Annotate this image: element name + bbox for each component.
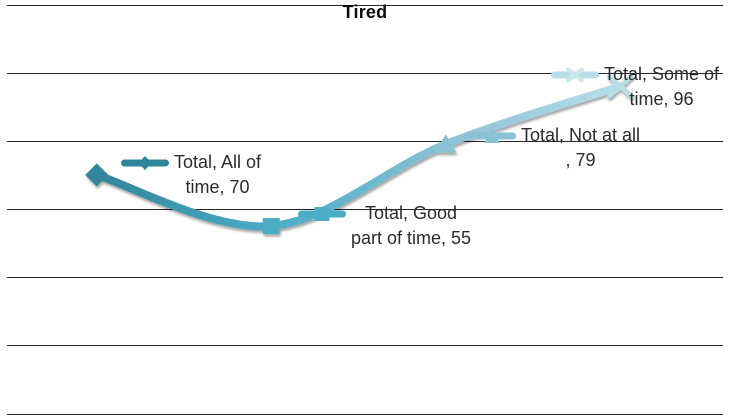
data-label-line2: time, 70 [185,177,250,197]
marker-diamond [85,163,109,187]
data-label-line2: , 79 [565,150,596,170]
line-segment [92,170,276,231]
data-label-line1: Total, Good [365,203,458,223]
legend-key-x-icon [551,67,599,83]
legend-key-square-icon [298,206,346,222]
data-label-good-part-of-time: Total, Good part of time, 55 [298,201,471,251]
data-label-all-of-time: Total, All of time, 70 [121,150,261,200]
series-total [85,74,634,235]
marker-triangle [434,134,457,153]
data-label-some-of-time: Total, Some of time, 96 [551,62,719,112]
data-label-line1: Total, All of [174,152,262,172]
data-label-line2: part of time, 55 [351,228,472,248]
marker-square [262,218,280,235]
legend-key-diamond-icon [121,155,169,171]
data-label-line2: time, 96 [629,89,694,109]
data-label-line1: Total, Not at all [521,125,641,145]
gridlines [7,5,723,415]
data-label-line1: Total, Some of [604,64,720,84]
line-segment [441,82,625,149]
line-segment [267,140,450,231]
marker-x [607,74,634,99]
data-label-not-at-all: Total, Not at all , 79 [468,123,640,173]
legend-key-triangle-icon [468,128,516,144]
chart-title: Tired [342,2,388,22]
